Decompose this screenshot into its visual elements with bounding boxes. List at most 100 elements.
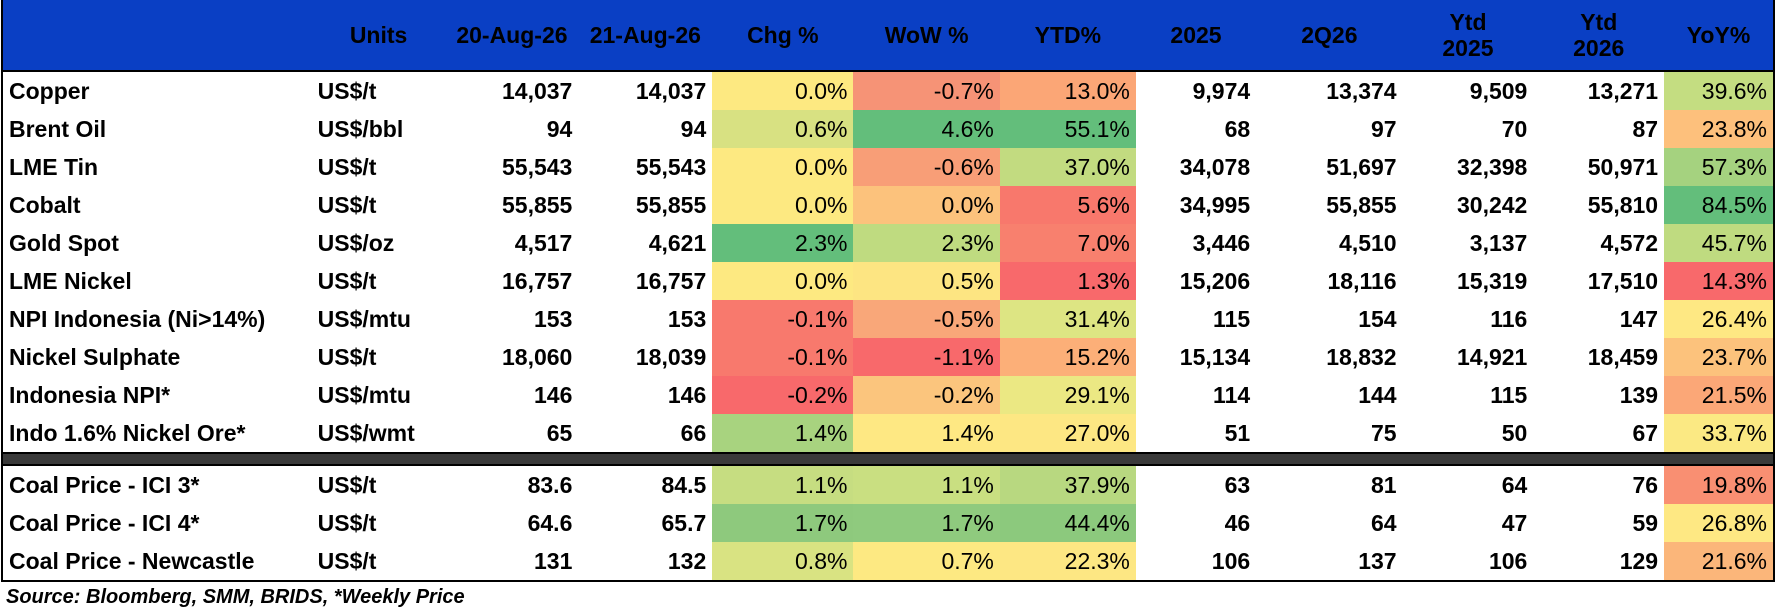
avg-2q26-cell: 154	[1358, 305, 1397, 332]
table-row: Indonesia NPI* US$/mtu 146 146 -0.2% -0.2% 29.…	[1, 376, 1775, 414]
ytd-2025-cell: 64	[1501, 471, 1528, 498]
table-row: Coal Price - Newcastle US$/t 131 132 0.8% 0.7…	[1, 542, 1775, 582]
avg-2025-cell: 15,134	[1179, 343, 1251, 370]
ytd-pct-cell: 37.0%	[999, 148, 1136, 186]
header-21-aug-26: 21-Aug-26	[578, 0, 713, 72]
commodity-name: Indonesia NPI*	[1, 376, 312, 414]
price-21-aug-cell: 84.5	[661, 471, 707, 498]
ytd-2026-cell: 50,971	[1587, 153, 1659, 180]
group-divider	[1, 452, 1775, 466]
ytd-pct-cell: 15.2%	[999, 338, 1136, 376]
divider-bar	[1, 452, 1775, 466]
yoy-pct-cell: 33.7%	[1664, 414, 1775, 453]
avg-2025-cell: 34,078	[1179, 153, 1251, 180]
price-20-aug-cell: 64.6	[527, 509, 573, 536]
price-21-aug-cell: 55,855	[635, 191, 707, 218]
unit-cell: US$/t	[317, 471, 377, 498]
price-20-aug-cell: 65	[546, 419, 573, 446]
chg-pct-cell: 1.1%	[712, 465, 854, 504]
price-21-aug-cell: 146	[667, 381, 707, 408]
unit-cell: US$/mtu	[317, 381, 411, 408]
unit-cell: US$/t	[317, 509, 377, 536]
ytd-pct-cell: 5.6%	[999, 186, 1136, 224]
wow-pct-cell: 1.7%	[853, 504, 1000, 542]
avg-2q26-cell: 75	[1371, 419, 1397, 446]
table-row: Copper US$/t 14,037 14,037 0.0% -0.7% 13.0% 9,9…	[1, 71, 1775, 110]
commodity-name: Brent Oil	[1, 110, 312, 148]
price-20-aug-cell: 16,757	[502, 267, 573, 294]
chg-pct-cell: 0.0%	[712, 186, 854, 224]
commodity-name: NPI Indonesia (Ni>14%)	[1, 300, 312, 338]
avg-2025-cell: 46	[1224, 509, 1251, 536]
wow-pct-cell: 1.4%	[853, 414, 1000, 453]
wow-pct-cell: -1.1%	[853, 338, 1000, 376]
price-20-aug-cell: 131	[445, 542, 579, 582]
price-21-aug-cell: 94	[680, 115, 707, 142]
chg-pct-cell: 0.6%	[712, 110, 854, 148]
ytd-pct-cell: 29.1%	[999, 376, 1136, 414]
price-21-aug-cell: 55,543	[635, 153, 707, 180]
avg-2q26-cell: 13,374	[1326, 77, 1397, 104]
price-21-aug-cell: 14,037	[635, 77, 707, 104]
ytd-2026-cell: 67	[1632, 419, 1659, 446]
chg-pct-cell: -0.2%	[712, 376, 854, 414]
commodity-name: LME Tin	[1, 148, 312, 186]
commodity-price-table: Units 20-Aug-26 21-Aug-26 Chg % WoW % YTD% 202…	[1, 0, 1775, 582]
ytd-pct-cell: 31.4%	[999, 300, 1136, 338]
ytd-2026-cell: 55,810	[1587, 191, 1659, 218]
ytd-pct-cell: 7.0%	[999, 224, 1136, 262]
header-ytd-2025: Ytd 2025	[1402, 0, 1534, 72]
avg-2q26-cell: 51,697	[1326, 153, 1397, 180]
commodity-name: Coal Price - ICI 3*	[1, 465, 312, 504]
price-21-aug-cell: 65.7	[661, 509, 707, 536]
yoy-pct-cell: 26.8%	[1664, 504, 1775, 542]
commodity-name: Nickel Sulphate	[1, 338, 312, 376]
price-20-aug-cell: 14,037	[502, 77, 573, 104]
ytd-pct-cell: 55.1%	[999, 110, 1136, 148]
ytd-2025-cell: 9,509	[1469, 77, 1528, 104]
unit-cell: US$/wmt	[317, 419, 415, 446]
yoy-pct-cell: 23.7%	[1664, 338, 1775, 376]
price-20-aug-cell: 153	[533, 305, 573, 332]
commodity-name: LME Nickel	[1, 262, 312, 300]
wow-pct-cell: -0.6%	[853, 148, 1000, 186]
yoy-pct-cell: 57.3%	[1664, 148, 1775, 186]
source-note: Source: Bloomberg, SMM, BRIDS, *Weekly P…	[6, 586, 465, 608]
ytd-2025-cell: 15,319	[1456, 267, 1528, 294]
price-20-aug-cell: 18,060	[502, 343, 573, 370]
yoy-pct-cell: 21.5%	[1664, 376, 1775, 414]
unit-cell: US$/oz	[317, 229, 395, 256]
chg-pct-cell: -0.1%	[712, 300, 854, 338]
unit-cell: US$/t	[317, 77, 377, 104]
avg-2q26-cell: 55,855	[1326, 191, 1397, 218]
table-row: Coal Price - ICI 3* US$/t 83.6 84.5 1.1% 1.1%…	[1, 465, 1775, 504]
wow-pct-cell: 4.6%	[853, 110, 1000, 148]
ytd-2025-cell: 47	[1501, 509, 1528, 536]
price-20-aug-cell: 55,855	[502, 191, 573, 218]
unit-cell: US$/mtu	[317, 305, 411, 332]
unit-cell: US$/t	[317, 267, 377, 294]
ytd-2026-cell: 59	[1632, 509, 1659, 536]
price-20-aug-cell: 55,543	[502, 153, 573, 180]
header-ytd-2026: Ytd 2026	[1533, 0, 1665, 72]
yoy-pct-cell: 39.6%	[1664, 71, 1775, 110]
yoy-pct-cell: 45.7%	[1664, 224, 1775, 262]
chg-pct-cell: 1.4%	[712, 414, 854, 453]
ytd-2025-cell: 50	[1501, 419, 1528, 446]
ytd-2025-cell: 106	[1402, 542, 1534, 582]
avg-2025-cell: 34,995	[1179, 191, 1251, 218]
price-20-aug-cell: 4,517	[514, 229, 573, 256]
ytd-pct-cell: 27.0%	[999, 414, 1136, 453]
chg-pct-cell: 0.8%	[712, 542, 854, 582]
table-row: NPI Indonesia (Ni>14%) US$/mtu 153 153 -0.1%…	[1, 300, 1775, 338]
ytd-pct-cell: 1.3%	[999, 262, 1136, 300]
unit-cell: US$/t	[311, 542, 446, 582]
table-row: Indo 1.6% Nickel Ore* US$/wmt 65 66 1.4% 1.4%…	[1, 414, 1775, 453]
avg-2025-cell: 9,974	[1192, 77, 1251, 104]
chg-pct-cell: 0.0%	[712, 262, 854, 300]
avg-2q26-cell: 18,116	[1327, 267, 1397, 294]
yoy-pct-cell: 14.3%	[1664, 262, 1775, 300]
header-units: Units	[311, 0, 446, 72]
avg-2025-cell: 51	[1224, 419, 1251, 446]
